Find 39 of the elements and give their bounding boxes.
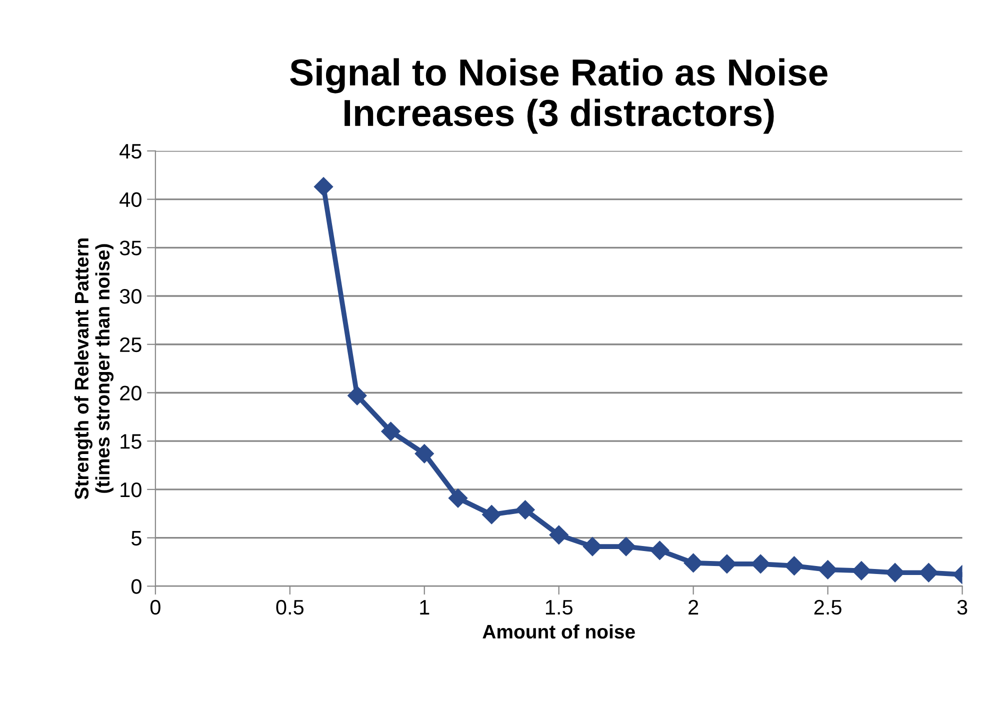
point [919, 563, 938, 582]
point [818, 560, 838, 580]
chart-title: Signal to Noise Ratio as Noise Increases (3 distractors) [290, 58, 828, 134]
x-axis-title: Amount of noise [482, 624, 635, 639]
y-tick-label: 0 [131, 579, 142, 594]
x-tick-label: 2.5 [814, 600, 842, 615]
y-tick-label: 40 [120, 192, 142, 208]
point [852, 561, 871, 580]
x-tick-label: 3 [957, 600, 968, 615]
point [886, 563, 905, 582]
y-axis-title: Strength of Relevant Pattern (times stronger than noise) [74, 238, 114, 500]
point [414, 444, 434, 464]
point [717, 554, 736, 574]
x-tick-label: 1 [420, 600, 430, 614]
point [448, 488, 468, 508]
x-tick-label: 2 [688, 600, 698, 614]
y-tick-label: 20 [120, 386, 142, 400]
x-tick-label: 1.5 [546, 600, 572, 615]
y-tick-label: 45 [120, 144, 142, 159]
point [516, 500, 535, 520]
point [582, 536, 602, 556]
x-tick-label: 0.5 [276, 600, 304, 615]
point [751, 554, 770, 574]
point [482, 505, 502, 524]
point [684, 553, 703, 572]
point [549, 525, 568, 544]
point [616, 536, 636, 556]
x-tick-label: 0 [150, 600, 160, 615]
y-tick-label: 30 [120, 289, 142, 304]
point [348, 386, 367, 406]
y-tick-label: 35 [120, 240, 142, 256]
point [784, 556, 804, 576]
y-tick-label: 15 [120, 434, 142, 449]
point [314, 177, 334, 196]
y-tick-label: 5 [131, 531, 142, 546]
point [650, 540, 670, 560]
point [381, 422, 400, 441]
y-tick-label: 10 [120, 482, 142, 498]
y-tick-label: 25 [120, 337, 142, 352]
